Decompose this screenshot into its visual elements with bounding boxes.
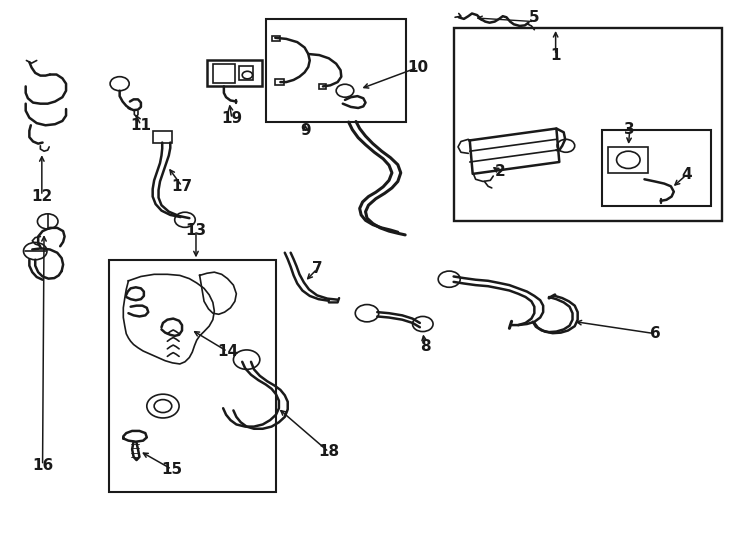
Text: 12: 12 (32, 188, 52, 204)
Text: 5: 5 (529, 10, 539, 25)
Text: 6: 6 (650, 326, 661, 341)
Bar (454, 28, 722, 221)
Bar (207, 60, 262, 86)
Bar (275, 79, 284, 85)
Text: 10: 10 (407, 60, 428, 75)
Text: 17: 17 (172, 179, 192, 194)
Text: 9: 9 (300, 123, 310, 138)
Bar (272, 36, 280, 41)
Text: 14: 14 (217, 344, 238, 359)
Text: 3: 3 (625, 122, 635, 137)
Text: 13: 13 (186, 222, 206, 238)
Bar (213, 64, 235, 83)
Text: 19: 19 (222, 111, 242, 126)
Bar (266, 19, 406, 122)
Bar (608, 147, 648, 173)
Bar (109, 260, 276, 492)
Text: 1: 1 (550, 48, 561, 63)
Text: 8: 8 (420, 339, 430, 354)
Bar (239, 66, 253, 80)
Bar (153, 131, 172, 143)
Text: 16: 16 (32, 458, 53, 473)
Text: 18: 18 (319, 444, 339, 460)
Text: 11: 11 (131, 118, 151, 133)
Text: 7: 7 (312, 261, 322, 276)
Text: 15: 15 (161, 462, 182, 477)
Bar (602, 130, 711, 206)
Text: 2: 2 (495, 164, 505, 179)
Bar (319, 84, 326, 89)
Text: 4: 4 (681, 167, 691, 183)
